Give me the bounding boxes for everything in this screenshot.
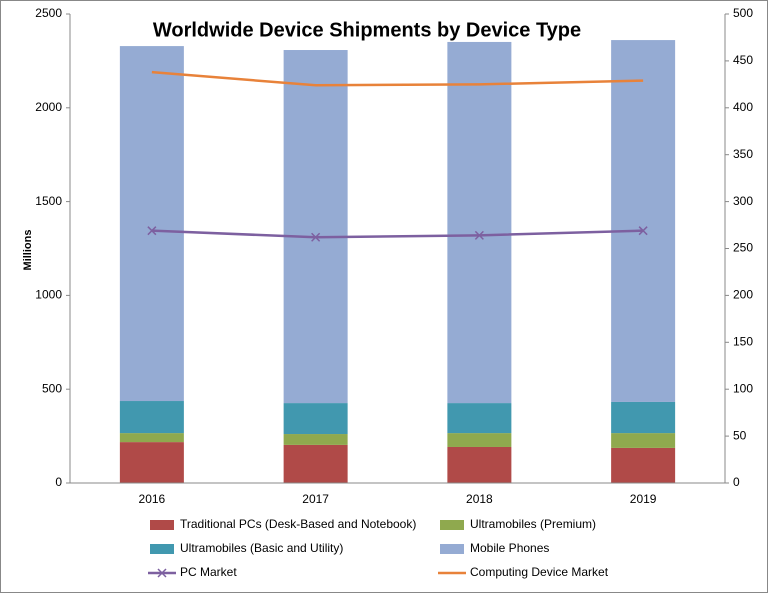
y-tick-label: 1500 (35, 194, 62, 208)
bar-segment (447, 446, 512, 483)
bar-segment (447, 41, 512, 404)
line-marker (311, 232, 321, 242)
legend-item: Mobile Phones (440, 541, 549, 555)
line-series (151, 229, 644, 239)
y2-tick-label: 50 (733, 428, 747, 442)
y-tick-label: 500 (42, 381, 62, 395)
x-tick-label: 2017 (302, 492, 329, 506)
bar-segment (119, 46, 184, 402)
y2-tick-label: 250 (733, 241, 753, 255)
legend-label: Computing Device Market (470, 565, 609, 579)
x-tick-label: 2019 (630, 492, 657, 506)
bar-segment (119, 442, 184, 483)
bar-segment (447, 403, 512, 434)
x-tick-label: 2016 (139, 492, 166, 506)
line-marker (474, 230, 484, 240)
y2-tick-label: 0 (733, 475, 740, 489)
y2-tick-label: 100 (733, 381, 753, 395)
bar-segment (611, 447, 676, 483)
legend-item: Ultramobiles (Basic and Utility) (150, 541, 343, 555)
bar-segment (283, 403, 348, 435)
y-tick-label: 0 (55, 475, 62, 489)
legend-label: PC Market (180, 565, 237, 579)
y2-tick-label: 400 (733, 100, 753, 114)
legend-label: Ultramobiles (Basic and Utility) (180, 541, 343, 555)
line-marker (147, 226, 157, 236)
bar-segment (283, 50, 348, 404)
legend-item: Computing Device Market (438, 565, 609, 579)
bar-segment (283, 444, 348, 483)
y2-tick-label: 500 (733, 6, 753, 20)
legend-label: Mobile Phones (470, 541, 549, 555)
legend-item: Traditional PCs (Desk-Based and Notebook… (150, 517, 416, 531)
y-tick-label: 2500 (35, 6, 62, 20)
y2-tick-label: 150 (733, 334, 753, 348)
y-tick-label: 2000 (35, 100, 62, 114)
line-marker (638, 226, 648, 236)
line-series (151, 70, 644, 87)
bar-segment (119, 401, 184, 434)
legend-label: Ultramobiles (Premium) (470, 517, 596, 531)
legend-swatch (440, 520, 464, 530)
bar-segment (611, 433, 676, 448)
legend-swatch (440, 544, 464, 554)
legend-swatch (150, 544, 174, 554)
y2-tick-label: 300 (733, 194, 753, 208)
bar-segment (447, 433, 512, 447)
y-axis-title: Millions (22, 230, 34, 271)
bar-segment (119, 433, 184, 443)
chart-title: Worldwide Device Shipments by Device Typ… (153, 19, 581, 41)
legend-item: Ultramobiles (Premium) (440, 517, 596, 531)
y2-tick-label: 350 (733, 147, 753, 161)
x-tick-label: 2018 (466, 492, 493, 506)
bar-segment (611, 40, 676, 402)
bar-segment (283, 434, 348, 445)
y2-tick-label: 200 (733, 288, 753, 302)
legend-marker (157, 568, 167, 578)
bar-segment (611, 401, 676, 434)
legend-swatch (150, 520, 174, 530)
y2-tick-label: 450 (733, 53, 753, 67)
y-tick-label: 1000 (35, 288, 62, 302)
legend-item: PC Market (148, 565, 237, 579)
legend-label: Traditional PCs (Desk-Based and Notebook… (180, 517, 416, 531)
